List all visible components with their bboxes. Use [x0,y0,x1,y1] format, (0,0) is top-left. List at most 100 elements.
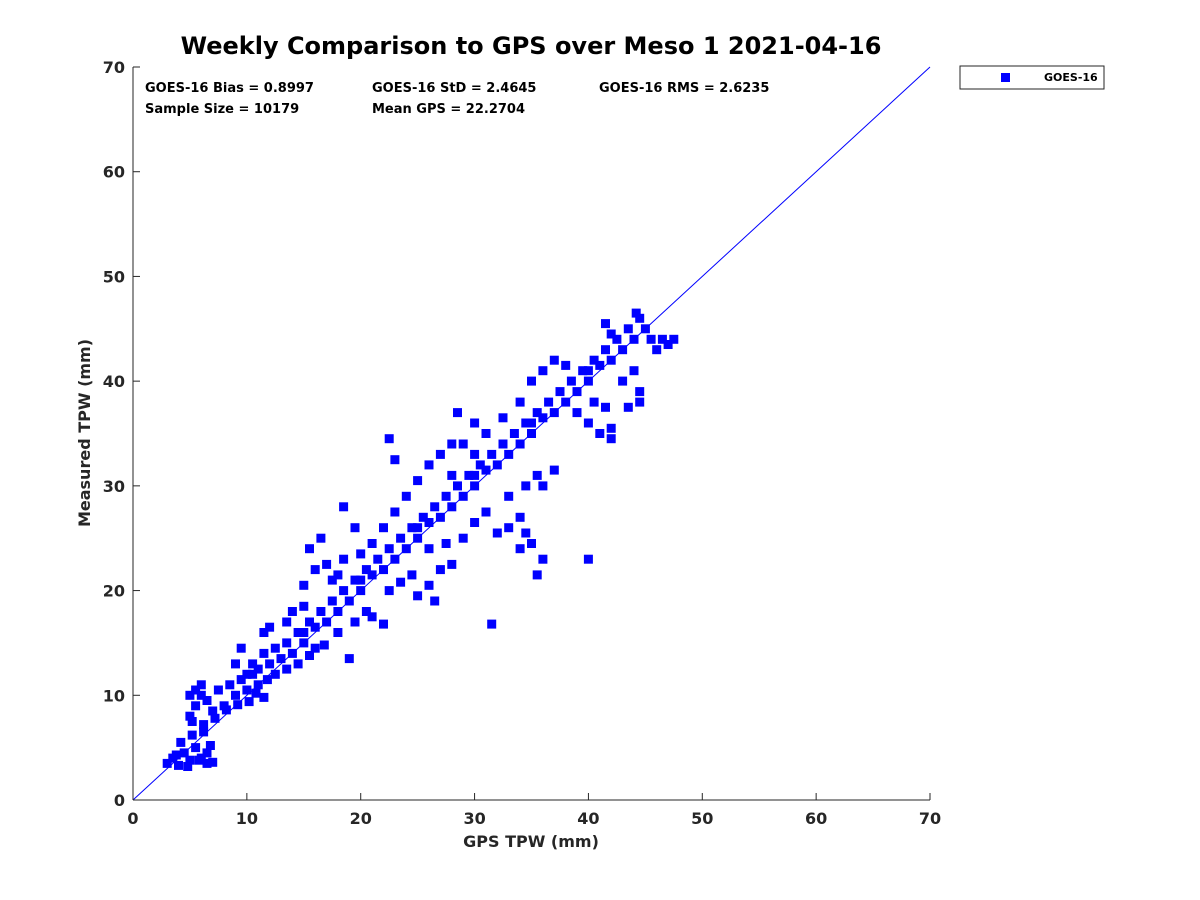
data-point [299,580,309,590]
y-axis-label: Measured TPW (mm) [75,339,94,527]
data-point [196,680,206,690]
data-point [532,570,542,580]
data-point [601,345,610,355]
data-point [367,539,377,548]
data-point [259,648,269,658]
data-point [236,643,246,653]
data-point [635,397,645,407]
data-point [176,737,186,747]
data-point [447,470,457,480]
stat-sample-size: Sample Size = 10179 [145,102,299,117]
data-point [339,586,349,596]
data-point [418,512,428,522]
data-point [458,533,468,543]
data-point [635,313,645,323]
data-point [441,491,451,501]
x-tick-label: 40 [577,809,599,828]
data-point [251,688,261,698]
y-tick-label: 30 [103,477,125,496]
data-point [310,622,320,632]
data-point [293,628,303,637]
data-point [424,518,434,527]
data-point [248,669,258,679]
data-point [305,617,314,627]
data-point [549,465,559,475]
data-point [344,654,354,664]
y-tick-label: 10 [103,686,125,705]
data-point [498,439,508,449]
data-point [199,720,209,730]
data-point [583,554,593,564]
data-point [299,601,309,611]
data-point [287,607,297,616]
data-point [253,664,263,674]
data-point [623,324,633,334]
data-point [282,617,292,627]
data-point [327,596,337,606]
data-point [589,397,599,407]
data-point [407,570,417,580]
data-point [185,690,195,700]
data-point [384,544,394,554]
data-point [595,360,605,370]
data-point [453,481,462,491]
data-point [322,559,332,569]
data-point [595,429,605,438]
stat-mean-gps: Mean GPS = 22.2704 [372,102,525,117]
data-point [441,539,451,548]
data-point [458,439,468,449]
data-point [606,434,616,444]
data-point [521,528,531,538]
data-point [657,334,667,344]
data-point [233,700,243,710]
data-point [171,750,181,760]
data-point [515,544,525,554]
data-point [210,713,220,723]
data-point [566,376,576,386]
data-point [424,544,434,554]
data-point [265,622,275,632]
data-point [361,607,371,616]
data-point [390,507,400,517]
y-tick-label: 70 [103,58,125,77]
data-point [339,554,349,564]
data-point [561,360,571,370]
data-point [350,575,360,585]
y-tick-label: 20 [103,582,125,601]
x-tick-label: 60 [805,809,827,828]
data-point [652,345,662,355]
data-point [612,334,622,344]
data-point [549,355,559,365]
data-point [631,308,641,318]
data-point [162,758,172,768]
x-tick-label: 30 [463,809,485,828]
data-point [333,570,343,580]
data-point [236,675,246,685]
data-point [310,565,320,575]
data-point [262,675,272,685]
data-point [470,518,480,527]
data-point [248,659,258,669]
data-point [527,418,536,428]
data-point [205,741,215,750]
data-point [316,533,326,543]
data-point [379,523,388,533]
data-point [606,329,616,339]
x-tick-label: 0 [127,809,138,828]
data-point [187,730,197,740]
data-point [276,654,286,664]
data-point [202,696,212,705]
data-point [521,418,531,428]
data-point [475,460,485,470]
data-point [481,507,491,517]
data-point [487,449,497,459]
data-point [367,612,377,622]
data-point [430,596,440,606]
stat-rms: GOES-16 RMS = 2.6235 [599,81,769,96]
data-point [259,692,269,702]
data-point [191,685,201,695]
data-point [356,549,366,559]
data-point [305,651,314,660]
data-point [339,502,349,512]
data-point [447,559,457,569]
